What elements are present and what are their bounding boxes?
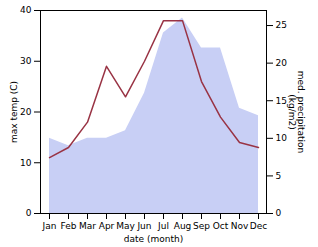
- svg-text:Feb: Feb: [61, 221, 77, 231]
- svg-text:5: 5: [276, 171, 282, 181]
- svg-text:20: 20: [20, 107, 32, 117]
- svg-text:15: 15: [276, 96, 287, 106]
- svg-text:Jun: Jun: [136, 221, 151, 231]
- svg-text:Dec: Dec: [250, 221, 267, 231]
- svg-text:Nov: Nov: [231, 221, 249, 231]
- svg-text:25: 25: [276, 20, 287, 30]
- svg-text:Mar: Mar: [79, 221, 96, 231]
- svg-text:20: 20: [276, 58, 288, 68]
- svg-text:date (month): date (month): [124, 234, 183, 244]
- svg-text:max temp (C): max temp (C): [9, 81, 19, 143]
- svg-text:med. precipitation(kg/m2): med. precipitation(kg/m2): [287, 71, 306, 153]
- svg-text:10: 10: [276, 133, 288, 143]
- svg-text:Apr: Apr: [99, 221, 115, 231]
- svg-text:Sep: Sep: [193, 221, 210, 231]
- svg-text:40: 40: [20, 5, 32, 15]
- svg-text:Aug: Aug: [174, 221, 192, 231]
- svg-text:0: 0: [276, 208, 282, 218]
- svg-text:Jan: Jan: [42, 221, 57, 231]
- svg-text:Jul: Jul: [157, 221, 169, 231]
- svg-text:0: 0: [26, 208, 32, 218]
- svg-text:Oct: Oct: [213, 221, 229, 231]
- svg-text:May: May: [116, 221, 135, 231]
- svg-text:30: 30: [20, 56, 32, 66]
- svg-text:10: 10: [20, 158, 32, 168]
